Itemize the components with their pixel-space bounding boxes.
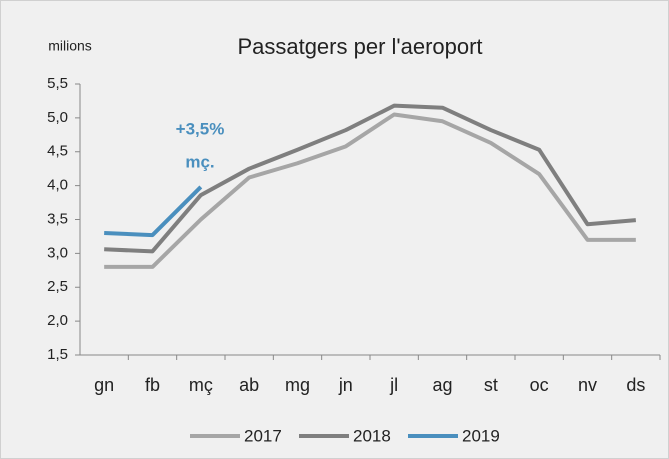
y-tick-label: 2,0 bbox=[47, 312, 68, 329]
y-tick-label: 5,5 bbox=[47, 75, 68, 92]
series-line bbox=[104, 112, 636, 269]
series-line bbox=[104, 103, 637, 254]
x-tick-label: st bbox=[484, 375, 498, 395]
x-tick-label: oc bbox=[530, 375, 549, 395]
y-tick-label: 4,5 bbox=[47, 143, 68, 160]
chart-title: Passatgers per l'aeroport bbox=[237, 34, 482, 59]
x-tick-label: ag bbox=[432, 375, 452, 395]
y-unit: milions bbox=[48, 38, 92, 54]
x-tick-label: jl bbox=[389, 375, 398, 395]
y-tick-label: 3,5 bbox=[47, 210, 68, 227]
x-tick-label: ds bbox=[626, 375, 645, 395]
y-tick-label: 4,0 bbox=[47, 177, 68, 194]
annotation: +3,5% bbox=[176, 119, 225, 138]
x-tick-label: fb bbox=[145, 375, 160, 395]
x-tick-label: mg bbox=[285, 375, 310, 395]
y-tick-label: 2,5 bbox=[47, 278, 68, 295]
legend-label: 2018 bbox=[353, 426, 391, 445]
y-tick-label: 3,0 bbox=[47, 244, 68, 261]
x-tick-label: nv bbox=[578, 375, 597, 395]
x-tick-label: mç bbox=[189, 375, 213, 395]
y-tick-label: 1,5 bbox=[47, 346, 68, 363]
annotation: mç. bbox=[185, 152, 214, 171]
x-tick-label: jn bbox=[338, 375, 353, 395]
x-tick-label: ab bbox=[239, 375, 259, 395]
legend-label: 2017 bbox=[244, 426, 282, 445]
legend-label: 2019 bbox=[462, 426, 500, 445]
x-tick-label: gn bbox=[94, 375, 114, 395]
series-line bbox=[104, 185, 203, 238]
y-tick-label: 5,0 bbox=[47, 109, 68, 126]
